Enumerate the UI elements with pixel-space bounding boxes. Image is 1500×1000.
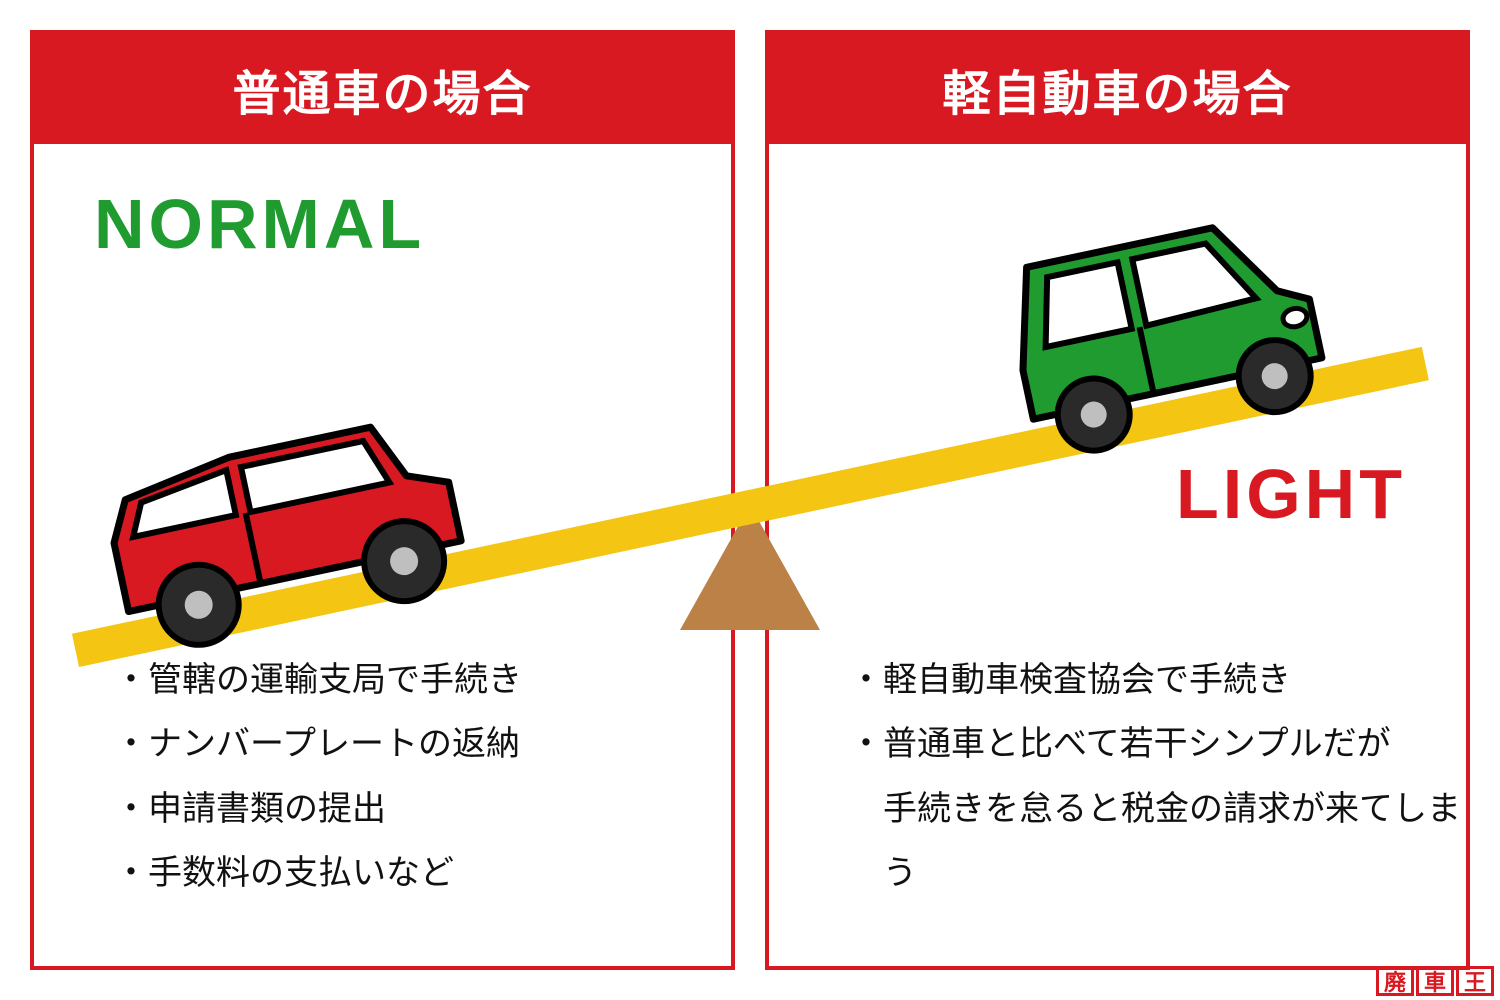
- label-normal: NORMAL: [94, 184, 425, 264]
- logo-char: 王: [1456, 966, 1494, 996]
- bullets-normal: 管轄の運輸支局で手続きナンバープレートの返納申請書類の提出手数料の支払いなど: [114, 648, 522, 906]
- logo-char: 車: [1416, 966, 1454, 996]
- bullet-item: 手続きを怠ると税金の請求が来てしまう: [849, 777, 1466, 906]
- label-light: LIGHT: [1176, 454, 1406, 534]
- panel-normal-header: 普通車の場合: [34, 34, 731, 144]
- bullet-item: 普通車と比べて若干シンプルだが: [849, 712, 1466, 777]
- panel-light: 軽自動車の場合 LIGHT 軽自動車検査協会で手続き普通車と比べて若干シンプルだ…: [765, 30, 1470, 970]
- panel-light-header: 軽自動車の場合: [769, 34, 1466, 144]
- bullet-item: 管轄の運輸支局で手続き: [114, 648, 522, 713]
- panel-normal: 普通車の場合 NORMAL 管轄の運輸支局で手続きナンバープレートの返納申請書類…: [30, 30, 735, 970]
- bullet-item: ナンバープレートの返納: [114, 712, 522, 777]
- bullets-light: 軽自動車検査協会で手続き普通車と比べて若干シンプルだが手続きを怠ると税金の請求が…: [849, 648, 1466, 906]
- logo-char: 廃: [1376, 966, 1414, 996]
- bullet-item: 申請書類の提出: [114, 777, 522, 842]
- panels-container: 普通車の場合 NORMAL 管轄の運輸支局で手続きナンバープレートの返納申請書類…: [30, 30, 1470, 970]
- bullet-item: 手数料の支払いなど: [114, 841, 522, 906]
- brand-logo: 廃車王: [1376, 966, 1494, 996]
- bullet-item: 軽自動車検査協会で手続き: [849, 648, 1466, 713]
